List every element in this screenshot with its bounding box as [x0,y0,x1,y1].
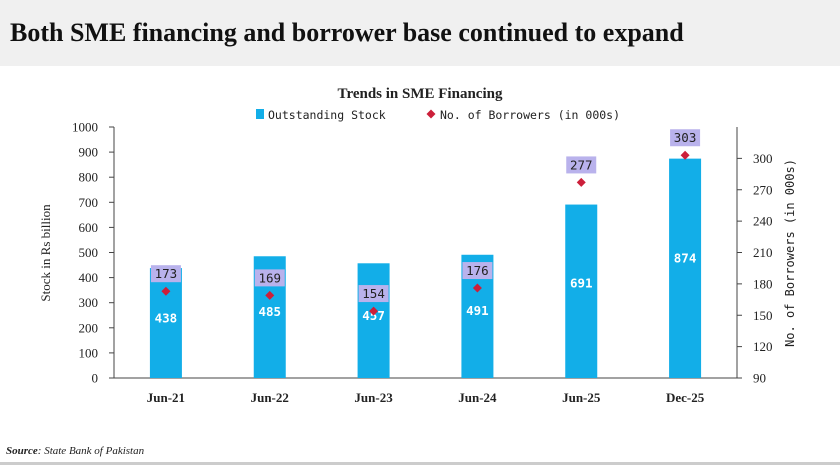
borrower-value-labels: 173 169 154 176 277 303 [150,129,701,303]
borrower-value-label: 303 [674,130,697,145]
left-tick-label: 800 [79,170,99,185]
right-tick-label: 270 [753,182,773,197]
left-tick-label: 0 [92,371,99,386]
x-tick-label: Jun-21 [147,390,185,405]
x-tick-label: Dec-25 [666,390,705,405]
chart-title: Trends in SME Financing [338,86,503,102]
borrower-value-label: 154 [362,286,385,301]
left-tick-label: 500 [79,245,99,260]
borrower-value-label: 169 [258,270,281,285]
x-tick-label: Jun-23 [354,390,393,405]
borrower-marker-jun-23 [369,306,379,316]
right-axis-ticks: 90 120 150 180 210 240 270 300 [737,151,773,386]
left-tick-label: 900 [79,145,99,160]
right-tick-label: 150 [753,308,773,323]
left-tick-label: 200 [79,320,99,335]
sme-financing-chart: Trends in SME Financing Outstanding Stoc… [38,86,797,405]
borrower-marker-jun-25 [576,177,586,187]
bar-value-labels: 438485457491691874 [155,250,697,325]
left-tick-label: 600 [79,220,99,235]
bar-jun-23 [357,263,390,378]
bottom-rule [0,462,840,465]
header-band [0,0,840,66]
source-text: : State Bank of Pakistan [37,445,145,457]
x-tick-label: Jun-24 [458,390,497,405]
right-tick-label: 180 [753,276,773,291]
borrower-marker-jun-24 [472,283,482,293]
left-axis-ticks: 0 100 200 300 400 500 600 700 800 900 1000 [72,120,114,386]
right-tick-label: 210 [753,245,773,260]
left-tick-label: 1000 [72,120,98,135]
borrower-label-box [254,269,285,287]
legend-diamond-marker [426,109,436,119]
x-axis-ticks: Jun-21 Jun-22 Jun-23 Jun-24 Jun-25 Dec-25 [147,390,705,405]
chart-container: Trends in SME Financing Outstanding Stoc… [0,66,840,436]
right-tick-label: 120 [753,339,773,354]
chart-legend: Outstanding Stock No. of Borrowers (in 0… [256,108,620,122]
left-tick-label: 700 [79,195,99,210]
bar-jun-21 [149,268,182,378]
borrower-label-box [670,129,701,147]
y-axis-title: Stock in Rs billion [38,204,53,302]
bar-value-label: 438 [155,311,178,326]
bar-value-label: 874 [674,250,697,265]
bar-dec-25 [669,158,702,378]
borrower-marker-dec-25 [680,150,690,160]
source-label: Source [6,445,38,457]
legend-label-borrowers: No. of Borrowers (in 000s) [440,108,620,122]
borrower-label-box [358,285,389,303]
bar-jun-25 [565,204,598,378]
left-tick-label: 400 [79,270,99,285]
bar-value-label: 491 [466,303,489,318]
bar-series-outstanding-stock [149,158,702,378]
borrower-marker-jun-22 [265,290,275,300]
right-tick-label: 90 [753,371,766,386]
borrower-value-label: 277 [570,157,593,172]
x-tick-label: Jun-25 [562,390,601,405]
borrower-value-label: 173 [155,266,178,281]
x-tick-label: Jun-22 [251,390,289,405]
borrower-marker-jun-21 [161,286,171,296]
marker-series-borrowers [161,150,690,316]
borrower-label-box [150,265,181,283]
right-tick-label: 300 [753,151,773,166]
borrower-label-box [566,156,597,174]
legend-swatch-outstanding-stock [256,109,264,119]
borrower-label-box [462,262,493,280]
right-tick-label: 240 [753,214,773,229]
borrower-value-label: 176 [466,263,489,278]
y2-axis-title: No. of Borrowers (in 000s) [783,159,797,347]
bar-value-label: 485 [258,304,281,319]
source-note: Source: State Bank of Pakistan [6,445,144,457]
page-headline: Both SME financing and borrower base con… [10,18,684,47]
legend-label-outstanding-stock: Outstanding Stock [268,108,386,122]
bar-value-label: 691 [570,276,593,291]
left-tick-label: 300 [79,295,99,310]
left-tick-label: 100 [79,345,99,360]
